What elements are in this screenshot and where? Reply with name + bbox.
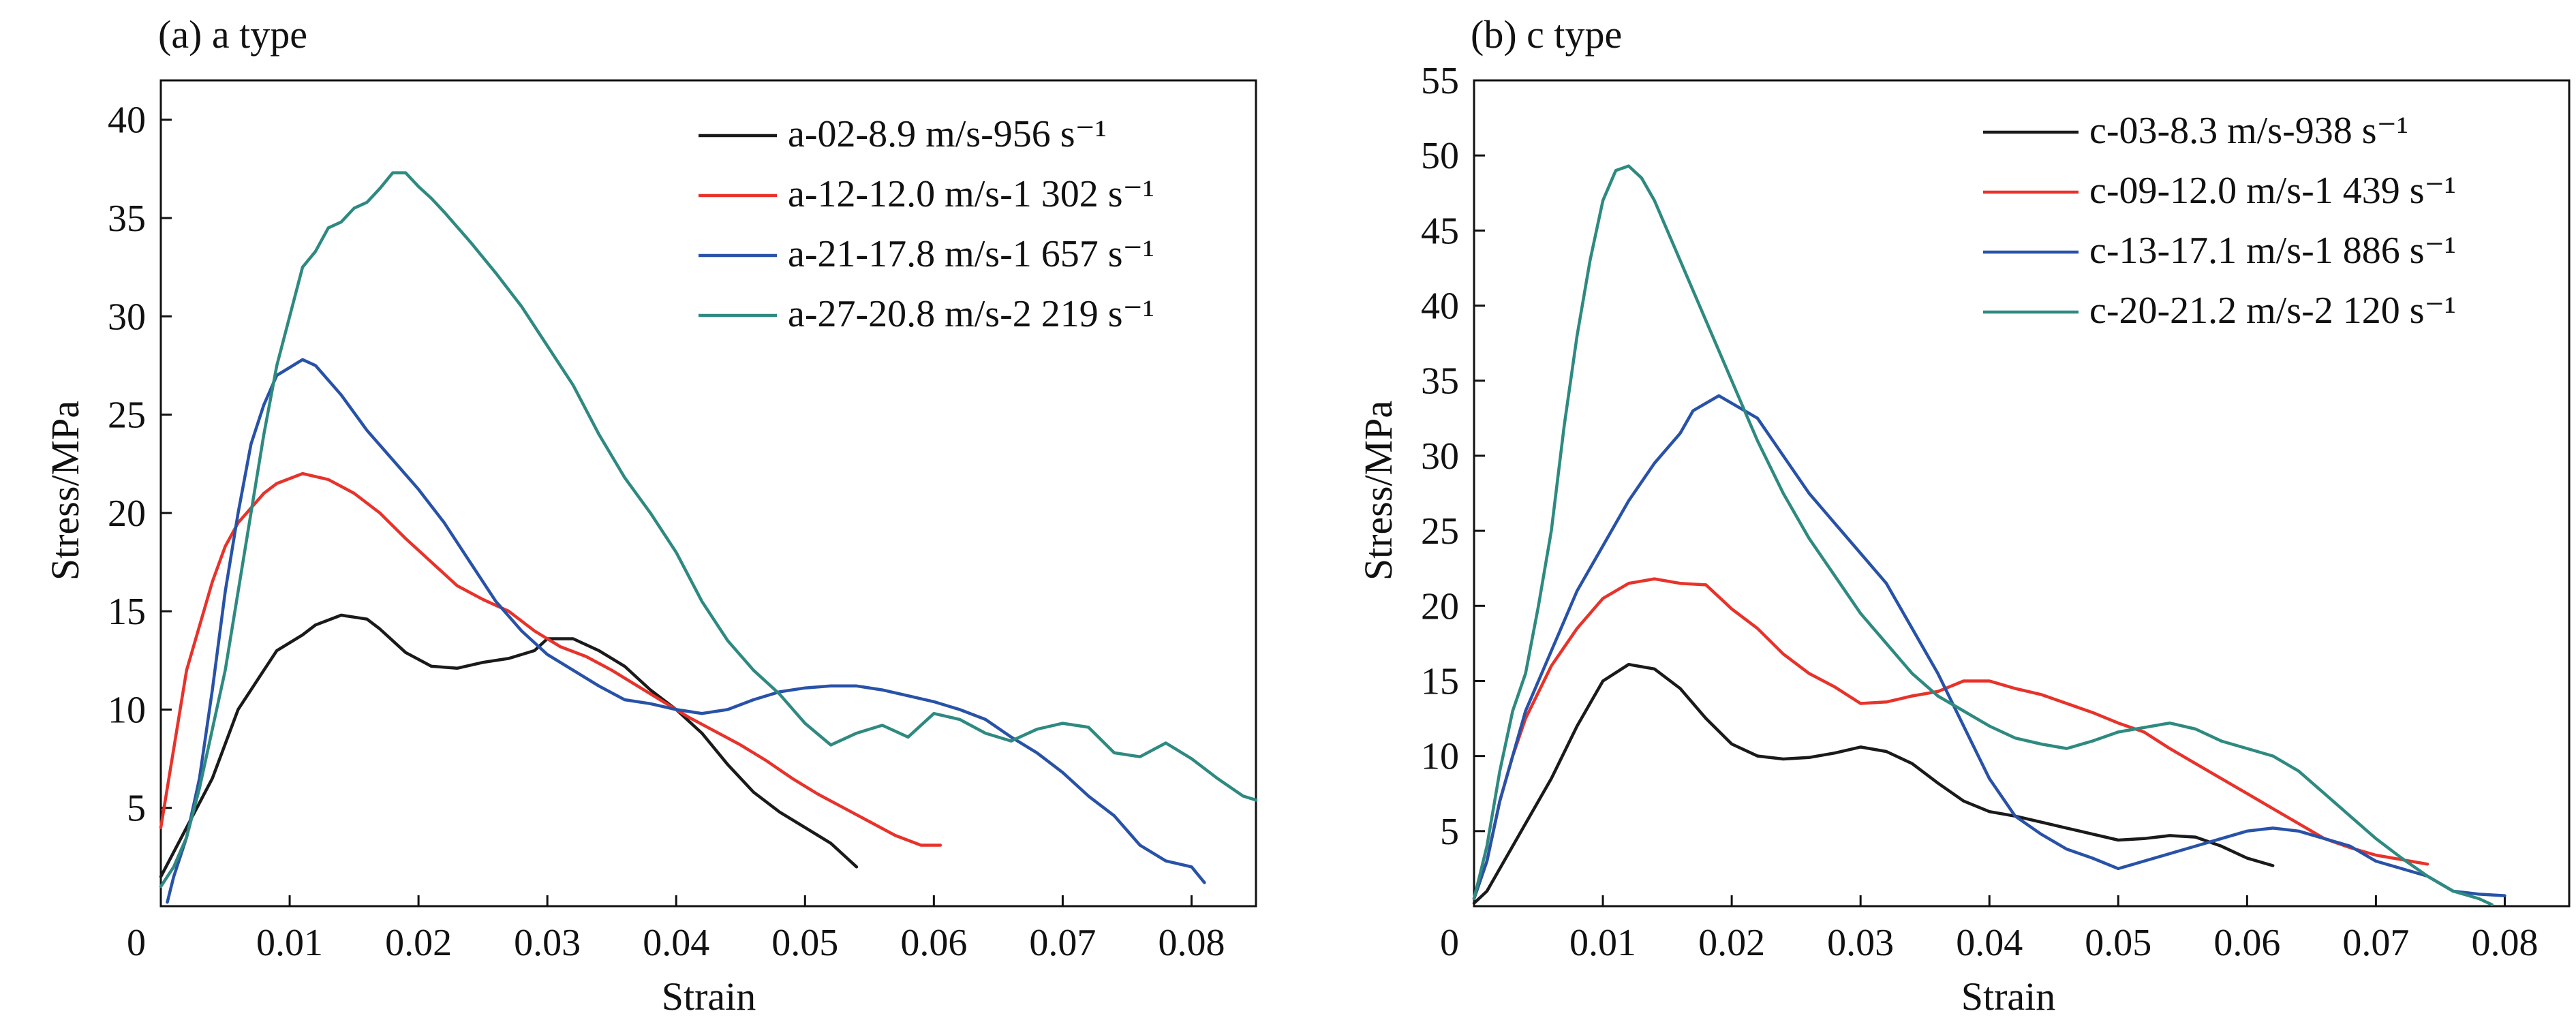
chart-b-x-tick-label: 0.05: [2085, 922, 2151, 964]
chart-b-y-tick-label: 20: [1421, 585, 1459, 628]
chart-b-ticks: 0.01 0.02 0.03 0.04 0.05 0.06 0.07 0.08 0 5 10 15 20…: [1421, 60, 2538, 964]
chart-b-series-line-1: [1472, 662, 2275, 905]
chart-a-legend-label-4: a-27-20.8 m/s-2 219 s⁻¹: [788, 293, 1154, 335]
chart-b-legend-label-4: c-20-21.2 m/s-2 120 s⁻¹: [2089, 290, 2456, 332]
chart-a-y-tick-label: 20: [108, 493, 146, 535]
chart-b-x-tick-label: 0.03: [1827, 922, 1894, 964]
chart-a-ticks: 0.01 0.02 0.03 0.04 0.05 0.06 0.07 0.08 0 5 10 15 20…: [108, 99, 1225, 964]
chart-b-series-line-2: [1472, 577, 2429, 901]
chart-a-series-group: [159, 171, 1258, 904]
chart-a-legend: a-02-8.9 m/s-956 s⁻¹ a-12-12.0 m/s-1 302 …: [699, 113, 1154, 335]
chart-b-x-tick-label: 0.08: [2471, 922, 2538, 964]
chart-a-x-tick-label: 0.02: [385, 922, 452, 964]
chart-b-y-tick-label: 45: [1421, 210, 1459, 252]
chart-a-legend-label-1: a-02-8.9 m/s-956 s⁻¹: [788, 113, 1107, 155]
chart-a-series-line-1: [159, 613, 859, 878]
chart-b-x-tick-label: 0.02: [1698, 922, 1765, 964]
chart-a-y-tick-label: 40: [108, 99, 146, 142]
chart-a-y-tick-label: 30: [108, 296, 146, 338]
chart-a-legend-label-3: a-21-17.8 m/s-1 657 s⁻¹: [788, 233, 1154, 275]
chart-a-y-tick-label: 25: [108, 394, 146, 437]
chart-a-series-line-3: [166, 358, 1206, 904]
chart-a-legend-label-2: a-12-12.0 m/s-1 302 s⁻¹: [788, 173, 1154, 215]
chart-b-y-tick-label: 15: [1421, 660, 1459, 702]
chart-a-x-tick-label: 0.05: [771, 922, 838, 964]
chart-b-x-tick-label: 0.04: [1956, 922, 2023, 964]
chart-a-title: (a) a type: [158, 12, 307, 57]
chart-b-y-tick-label: 25: [1421, 510, 1459, 553]
chart-a-x-tick-label: 0.04: [643, 922, 709, 964]
chart-b-x-tick-label: 0.01: [1569, 922, 1636, 964]
chart-b-x-tick-label: 0.06: [2213, 922, 2280, 964]
chart-b-x-tick-label: 0.07: [2342, 922, 2409, 964]
chart-b-y-tick-label: 0: [1440, 922, 1459, 964]
chart-b-title: (b) c type: [1471, 12, 1622, 57]
chart-b-y-tick-label: 55: [1421, 60, 1459, 102]
chart-a-series-line-4: [159, 171, 1258, 888]
chart-a-y-axis-label: Stress/MPa: [43, 401, 87, 580]
chart-a-y-tick-label: 15: [108, 591, 146, 633]
chart-a-x-tick-label: 0.01: [256, 922, 323, 964]
chart-b-y-axis-label: Stress/MPa: [1356, 401, 1400, 580]
chart-b-legend: c-03-8.3 m/s-938 s⁻¹ c-09-12.0 m/s-1 439 …: [1983, 110, 2456, 332]
chart-a-x-axis-label: Strain: [662, 974, 756, 1019]
chart-a-plot-frame: [159, 79, 1257, 908]
chart-a-x-tick-label: 0.03: [514, 922, 581, 964]
chart-b-y-tick-label: 30: [1421, 435, 1459, 478]
chart-a-x-tick-label: 0.08: [1158, 922, 1225, 964]
chart-a-y-tick-label: 0: [127, 922, 146, 964]
chart-b-plot-frame: [1473, 79, 2571, 908]
chart-b-y-tick-label: 10: [1421, 736, 1459, 778]
chart-b-series-line-3: [1472, 394, 2506, 901]
chart-a-y-tick-label: 10: [108, 689, 146, 731]
chart-b-series-line-4: [1472, 164, 2494, 907]
panel-b: (b) c type Stress/MPa Strain 0.01 0.02 0.0…: [1356, 12, 2571, 1019]
chart-a-x-tick-label: 0.06: [900, 922, 967, 964]
chart-a-y-tick-label: 5: [127, 788, 146, 830]
chart-b-y-tick-label: 50: [1421, 135, 1459, 177]
chart-b-y-tick-label: 35: [1421, 360, 1459, 403]
chart-b-legend-label-3: c-13-17.1 m/s-1 886 s⁻¹: [2089, 230, 2456, 272]
chart-b-y-tick-label: 40: [1421, 285, 1459, 328]
chart-b-legend-label-1: c-03-8.3 m/s-938 s⁻¹: [2089, 110, 2408, 152]
chart-b-legend-label-2: c-09-12.0 m/s-1 439 s⁻¹: [2089, 170, 2456, 212]
panel-a: (a) a type Stress/MPa Strain 0.01 0.02 0.0…: [43, 12, 1258, 1019]
chart-b-y-tick-label: 5: [1440, 811, 1459, 853]
chart-b-x-axis-label: Strain: [1961, 974, 2056, 1019]
chart-b-series-group: [1472, 164, 2506, 907]
chart-a-y-tick-label: 35: [108, 198, 146, 240]
chart-a-series-line-2: [159, 471, 942, 847]
chart-a-x-tick-label: 0.07: [1029, 922, 1096, 964]
